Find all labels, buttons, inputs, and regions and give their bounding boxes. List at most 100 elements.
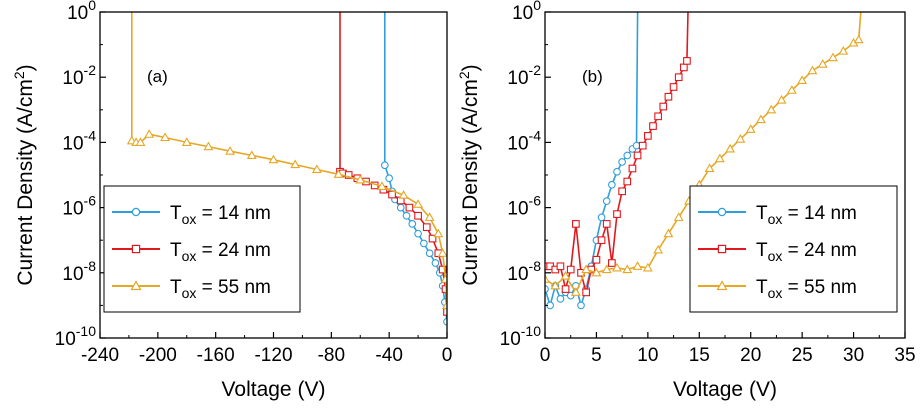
x-tick-label: -160 [197,345,235,366]
x-tick-label: 15 [689,345,710,366]
data-point [654,112,662,121]
data-point [582,288,590,297]
data-point [181,137,192,146]
y-tick-label: 10-10 [500,323,542,350]
x-axis-label: Voltage (V) [222,378,326,401]
data-point [577,301,585,310]
data-point [431,259,440,267]
data-point [632,141,641,150]
series-2 [126,12,447,309]
y-tick-label: 10-8 [62,258,96,285]
data-point [807,65,818,75]
x-tick-label: -120 [254,345,292,366]
data-point [440,274,447,283]
data-point [623,177,632,186]
data-point [344,171,353,179]
data-point [556,262,565,271]
legend-label: Tox = 14 nm [756,203,857,227]
data-point [786,85,797,94]
series-1 [336,12,447,316]
data-point [428,234,437,243]
data-point [714,153,725,163]
data-point [608,259,616,267]
data-point [618,158,626,166]
x-axis-label: Voltage (V) [673,378,777,401]
data-point [602,220,611,228]
data-point [642,262,653,272]
data-point [669,83,678,91]
y-tick-label: 100 [512,0,541,24]
data-point [817,59,828,68]
data-point [663,228,674,238]
data-point [633,151,642,160]
x-tick-label: 25 [792,345,813,366]
data-point [628,164,637,173]
data-point [225,146,236,155]
panel-label: (a) [147,67,168,86]
data-point [438,265,447,274]
y-tick-label: 10-2 [507,62,541,89]
data-point [203,141,214,151]
data-point [766,104,777,114]
x-tick-label: -200 [139,345,177,366]
data-point [622,264,633,274]
y-tick-label: 10-10 [55,323,97,350]
series-line-0 [383,12,447,322]
data-point [623,151,632,160]
data-point [591,267,602,277]
legend-label: Tox = 55 nm [756,277,857,301]
series-line-1 [545,12,689,293]
data-point [380,161,389,170]
chart-panel-b: 0 5 10 15 20 25 30 35 10-10 10-8 10-6 10-4 10-2 100 Vo… [456,0,916,401]
data-point [437,248,447,257]
data-point [290,159,301,169]
x-tick-label: 20 [740,345,761,366]
x-tick-label: 5 [591,345,602,366]
data-point [570,287,581,296]
legend: Tox = 14 nm Tox = 24 nm Tox = 55 nm [689,185,898,313]
data-point [797,75,808,85]
data-point [638,141,647,150]
data-point [443,308,447,316]
data-point [673,212,684,221]
data-point [443,317,447,326]
data-point [556,295,565,303]
data-point [566,265,575,274]
y-axis-label: Current Density (A/cm2) [456,64,482,285]
data-point [135,137,146,146]
series-2 [545,12,864,296]
x-tick-label: -240 [81,345,119,366]
data-point [420,239,428,248]
y-tick-label: 10-4 [62,127,96,154]
legend: Tox = 14 nm Tox = 24 nm Tox = 55 nm [103,185,301,313]
data-point [683,57,691,65]
data-point [853,34,864,44]
data-point [735,134,746,143]
data-point [268,154,279,164]
data-point [560,270,571,280]
x-tick-label: -40 [375,345,402,366]
y-tick-label: 10-2 [62,62,96,89]
x-tick-label: -80 [318,345,345,366]
series-1 [545,12,691,297]
data-point [674,73,683,82]
x-tick-label: 10 [637,345,658,366]
legend-marker [130,280,142,291]
x-tick-label: 0 [442,345,453,366]
data-point [632,261,643,270]
legend-label: Tox = 24 nm [756,240,857,264]
data-point [355,174,366,184]
legend-marker [717,207,727,217]
data-point [144,129,155,138]
data-point [311,164,322,174]
data-point [385,174,394,183]
data-point [613,167,621,176]
panel-label: (b) [582,67,603,86]
data-point [408,220,417,228]
data-point [602,197,611,205]
data-point [776,94,787,104]
data-point [680,63,688,72]
data-point [405,203,414,212]
data-point [550,280,561,290]
data-point [592,255,601,264]
